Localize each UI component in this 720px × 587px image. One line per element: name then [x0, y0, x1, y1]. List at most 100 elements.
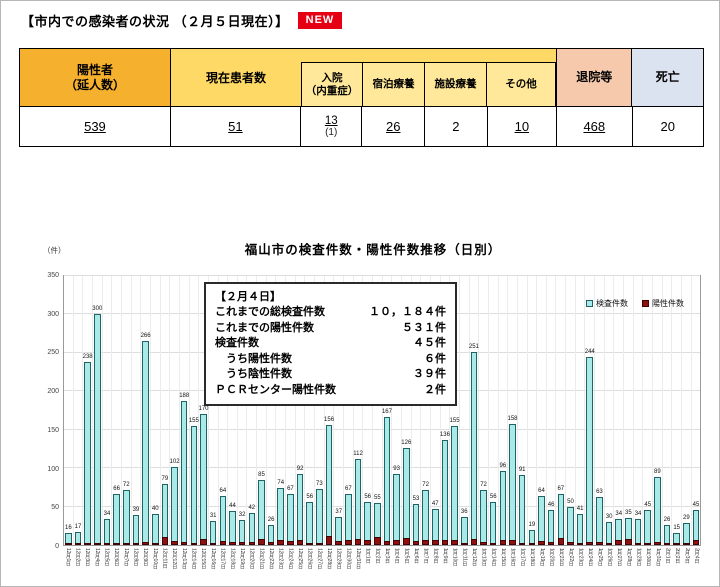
x-tick-label: 1月17日 [519, 548, 526, 567]
positives-bar [267, 541, 275, 545]
bar-group: 37 [333, 276, 343, 545]
x-tick-label: 12月15日 [200, 548, 207, 570]
header-subcolumns: 入院 （内重症） 宿泊療養 施設療養 その他 [300, 49, 556, 106]
bar-value-label: 47 [431, 500, 439, 507]
bar-group: 102 [169, 276, 180, 545]
x-tick-label: 1月14日 [490, 548, 497, 567]
new-badge: NEW [297, 12, 343, 29]
bar-group: 93 [391, 276, 401, 545]
bar-value-label: 53 [412, 496, 420, 503]
y-tick-label: 250 [47, 349, 59, 357]
page-title: 【市内での感染者の状況 （２月５日現在）】 [21, 14, 289, 29]
positives-bar [180, 541, 188, 545]
summary-box-row: うち陰性件数 ３９件 [215, 368, 446, 380]
bar-group: 79 [159, 276, 170, 545]
hospitalized-link[interactable]: 13 [324, 115, 338, 127]
current-patients-link[interactable]: 51 [228, 119, 243, 134]
bar-group: 67 [555, 276, 565, 545]
positive-total-link[interactable]: 539 [84, 119, 106, 134]
bar-value-label: 238 [82, 354, 93, 361]
bar-value-label: 251 [468, 344, 479, 351]
tests-bar [151, 514, 159, 545]
tests-bar [142, 340, 149, 545]
bar-value-label: 170 [198, 406, 209, 413]
x-tick-label: 1月15日 [500, 548, 507, 567]
bar-group: 156 [323, 276, 334, 545]
bar-group: 26 [661, 276, 672, 545]
positives-bar [287, 541, 294, 545]
positives-bar [122, 543, 130, 545]
plot-area: 16 17 238 300 34 66 72 39 266 40 79 102 188 155 170 31 6… [63, 275, 701, 546]
positives-bar [403, 538, 410, 545]
bar-group: 238 [82, 276, 93, 545]
x-tick-label: 1月13日 [480, 548, 487, 567]
x-tick-label: 12月7日 [122, 548, 129, 567]
bar-group: 44 [227, 276, 237, 545]
positives-bar [383, 541, 391, 545]
x-tick-label: 12月11日 [161, 548, 168, 569]
bar-value-label: 91 [518, 467, 526, 474]
x-tick-label: 1月22日 [567, 548, 574, 567]
positives-bar [258, 538, 265, 545]
tests-bar [364, 501, 371, 545]
bar-value-label: 36 [460, 509, 468, 516]
bar-value-label: 300 [92, 306, 103, 313]
bar-group: 34 [632, 276, 643, 545]
other-link[interactable]: 10 [514, 119, 530, 134]
bar-value-label: 63 [596, 488, 603, 495]
x-tick-label: 1月2日 [374, 548, 381, 564]
positives-bar [673, 543, 680, 545]
bar-value-label: 89 [654, 468, 661, 475]
x-tick-label: 1月4日 [393, 548, 400, 564]
positives-bar [567, 541, 574, 545]
tests-legend-label: 検査件数 [596, 299, 628, 308]
x-axis: 12月1日 12月2日 12月3日 12月4日 12月5日 12月6日 12月7日 12月8日… [63, 546, 701, 586]
x-tick-label: 12月3日 [84, 548, 91, 567]
tests-bar [634, 518, 642, 545]
bar-group: 96 [497, 276, 508, 545]
x-tick-label: 12月27日 [316, 548, 323, 570]
discharged-link[interactable]: 468 [583, 119, 606, 134]
x-tick-label: 1月16日 [509, 548, 516, 567]
y-tick-label: 200 [47, 388, 59, 396]
hospitalized-severe-count: (1) [325, 127, 338, 138]
bar-value-label: 56 [364, 493, 372, 500]
bar-value-label: 67 [287, 485, 294, 492]
hotel-care-link[interactable]: 26 [386, 119, 401, 134]
tests-bar [509, 423, 516, 545]
bar-value-label: 156 [324, 417, 335, 424]
summary-table: 陽性者 （延人数） 現在患者数 入院 （内重症） 宿泊療養 施設療養 その他 退… [19, 48, 704, 147]
positives-bar [277, 540, 285, 545]
positives-bar [499, 539, 507, 545]
x-tick-label: 12月2日 [74, 548, 81, 567]
positives-bar [509, 539, 516, 545]
tests-bar [654, 476, 661, 545]
daily-summary-box: 【２月４日】 これまでの総検査件数 １０，１８４件 これまでの陽性件数 ５３１件 検… [204, 282, 457, 406]
positives-bar [518, 543, 526, 545]
bar-value-label: 72 [422, 481, 429, 488]
x-tick-label: 1月23日 [577, 548, 584, 567]
bar-group: 47 [429, 276, 440, 545]
bar-value-label: 72 [480, 481, 487, 488]
cell-other: 10 [488, 107, 558, 146]
x-tick-label: 12月31日 [354, 548, 361, 570]
header-other: その他 [485, 62, 556, 106]
bar-group: 29 [681, 276, 691, 545]
bar-value-label: 15 [673, 525, 681, 532]
bar-group: 46 [545, 276, 556, 545]
x-tick-label: 12月8日 [132, 548, 139, 567]
x-tick-label: 1月19日 [538, 548, 545, 567]
x-tick-label: 2月3日 [683, 548, 690, 564]
bar-group: 74 [275, 276, 285, 545]
bar-group: 64 [217, 276, 228, 545]
bar-group: 26 [265, 276, 276, 545]
bar-value-label: 45 [692, 502, 700, 509]
positives-bar [103, 543, 111, 545]
tests-bar [161, 484, 169, 545]
bar-group: 266 [140, 276, 151, 545]
y-axis-unit: （件） [43, 246, 66, 255]
x-tick-label: 2月2日 [674, 548, 681, 564]
chart-title: 福山市の検査件数・陽性件数推移（日別） [244, 243, 502, 257]
cell-hospitalized: 13 (1) [301, 107, 363, 146]
y-tick-label: 350 [47, 272, 59, 279]
